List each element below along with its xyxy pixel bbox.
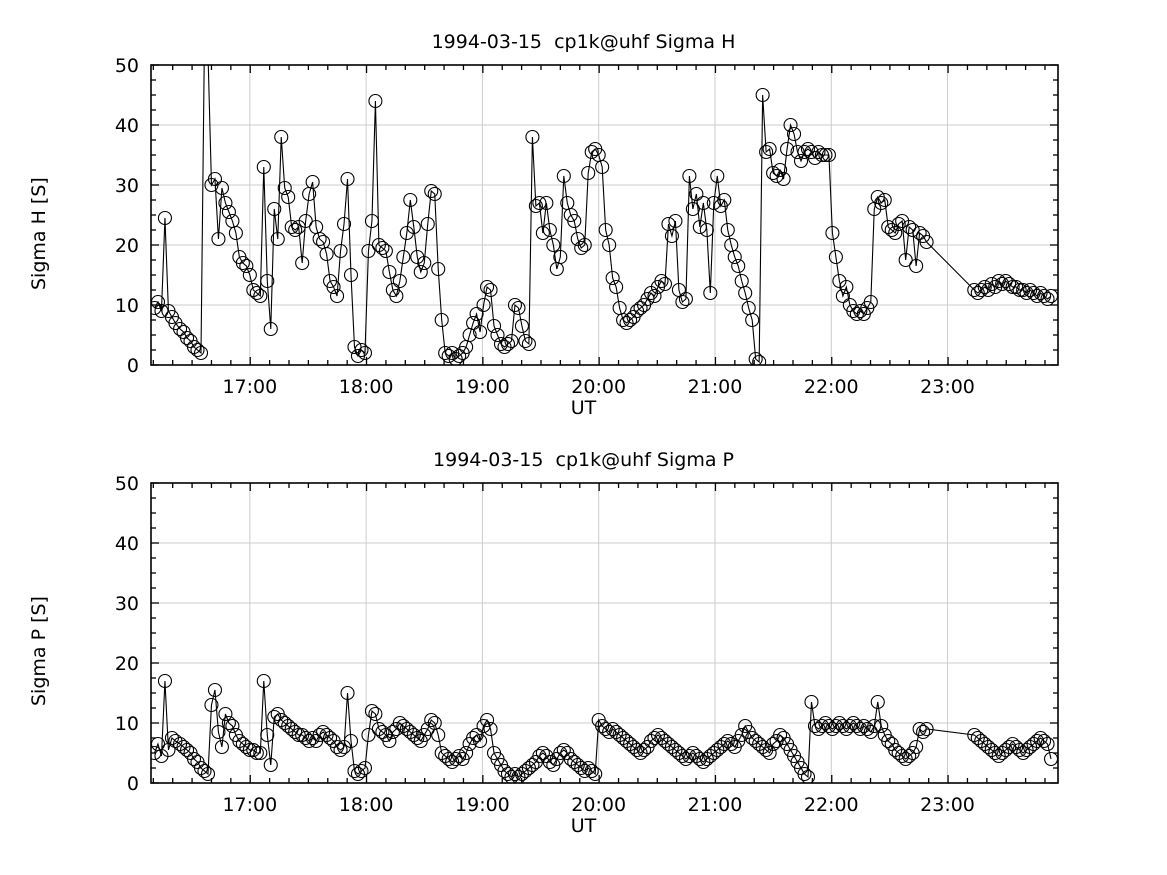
svg-text:0: 0 <box>127 773 139 795</box>
svg-text:22:00: 22:00 <box>804 376 859 398</box>
svg-text:10: 10 <box>115 295 139 317</box>
chart-title-sigma-p: 1994-03-15 cp1k@uhf Sigma P <box>433 449 734 471</box>
svg-text:40: 40 <box>115 533 139 555</box>
svg-text:23:00: 23:00 <box>920 794 975 816</box>
svg-text:20: 20 <box>115 235 139 257</box>
svg-text:40: 40 <box>115 115 139 137</box>
data-series <box>151 65 1058 365</box>
plot-area-sigma-h: 0 10 20 30 40 50 17:00 18:00 19:00 20:00 21:00 22:0… <box>115 55 1059 398</box>
x-axis-label-sigma-h: UT <box>570 397 597 419</box>
axis-frame <box>150 482 1059 784</box>
svg-text:19:00: 19:00 <box>455 794 510 816</box>
tick-marks <box>151 64 1058 366</box>
x-axis-label-sigma-p: UT <box>570 815 597 837</box>
svg-text:20: 20 <box>115 653 139 675</box>
svg-text:30: 30 <box>115 175 139 197</box>
chart-title-sigma-h: 1994-03-15 cp1k@uhf Sigma H <box>431 31 736 53</box>
svg-text:30: 30 <box>115 593 139 615</box>
data-series <box>151 673 1058 783</box>
svg-text:20:00: 20:00 <box>571 376 626 398</box>
svg-text:10: 10 <box>115 713 139 735</box>
svg-text:21:00: 21:00 <box>688 376 743 398</box>
svg-text:18:00: 18:00 <box>339 376 394 398</box>
svg-text:50: 50 <box>115 473 139 495</box>
svg-text:20:00: 20:00 <box>571 794 626 816</box>
svg-text:23:00: 23:00 <box>920 376 975 398</box>
svg-text:22:00: 22:00 <box>804 794 859 816</box>
svg-text:17:00: 17:00 <box>222 794 277 816</box>
tick-labels: 0 10 20 30 40 50 17:00 18:00 19:00 20:00 21:00 22:0… <box>115 473 975 816</box>
plot-area-sigma-p: 0 10 20 30 40 50 17:00 18:00 19:00 20:00 21:00 22:0… <box>115 473 1059 816</box>
svg-text:17:00: 17:00 <box>222 376 277 398</box>
tick-labels: 0 10 20 30 40 50 17:00 18:00 19:00 20:00 21:00 22:0… <box>115 55 975 398</box>
svg-text:50: 50 <box>115 55 139 77</box>
svg-text:19:00: 19:00 <box>455 376 510 398</box>
axis-frame <box>150 64 1059 366</box>
panel-sigma-h: 1994-03-15 cp1k@uhf Sigma H Sigma H [S] … <box>0 0 1167 437</box>
svg-text:0: 0 <box>127 355 139 377</box>
panel-sigma-p: 1994-03-15 cp1k@uhf Sigma P Sigma P [S] … <box>0 437 1167 875</box>
svg-text:18:00: 18:00 <box>339 794 394 816</box>
svg-text:21:00: 21:00 <box>688 794 743 816</box>
